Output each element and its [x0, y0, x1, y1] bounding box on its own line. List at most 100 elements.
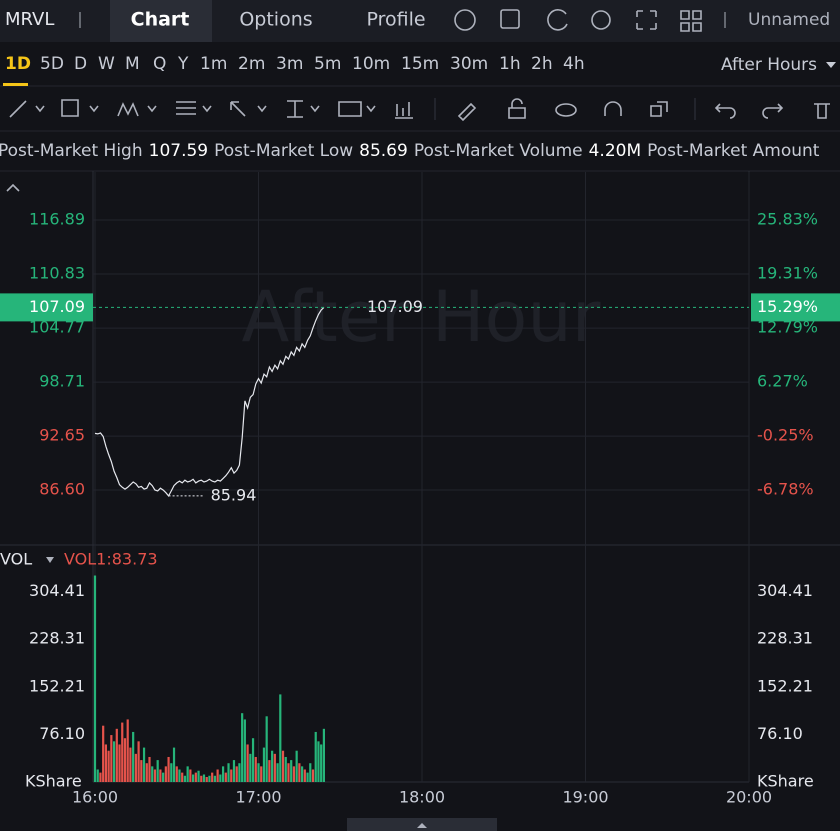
interval[interactable]: 2h: [531, 54, 553, 74]
y2-tick-label: 304.41: [757, 581, 813, 600]
indicator-name[interactable]: VOL: [0, 550, 32, 569]
interval[interactable]: 3m: [276, 54, 303, 74]
interval[interactable]: 1D: [5, 54, 31, 74]
y2-tick-label: 152.21: [757, 676, 813, 695]
volume-bar: [99, 772, 102, 782]
y2-tick-label: 76.10: [757, 724, 803, 743]
volume-bar: [227, 763, 230, 782]
volume-bar: [205, 776, 208, 782]
volume-bar: [194, 772, 197, 782]
tab[interactable]: Options: [239, 9, 312, 31]
y2-tick-label: -6.78%: [757, 480, 814, 499]
last-change-badge: [751, 293, 840, 322]
last-price-badge: [0, 293, 93, 322]
volume-bar: [309, 763, 312, 782]
y2-tick-label: -0.25%: [757, 425, 814, 444]
volume-bar: [211, 772, 214, 782]
y-tick-label: 104.77: [29, 318, 85, 337]
handle-arrow: [417, 823, 427, 828]
collapse-icon[interactable]: [6, 183, 20, 192]
volume-bar: [159, 769, 162, 782]
x-tick-label: 19:00: [562, 788, 608, 807]
volume-bar: [262, 747, 266, 782]
interval[interactable]: 5m: [314, 54, 341, 74]
stats: Post-Market High 107.59 Post-Market Low 85.…: [0, 141, 820, 161]
drawing-tools[interactable]: [9, 98, 830, 122]
x-tick-label: 17:00: [235, 788, 281, 807]
interval[interactable]: Y: [177, 54, 189, 74]
volume-bar: [320, 744, 323, 782]
volume-bar: [254, 756, 257, 782]
stat-value: 85.69: [359, 141, 408, 161]
interval[interactable]: 10m: [352, 54, 390, 74]
y-tick-label: 92.65: [39, 426, 85, 445]
dropdown-arrow[interactable]: [826, 62, 836, 68]
x-tick-label: 18:00: [399, 788, 445, 807]
tab[interactable]: Profile: [366, 9, 425, 31]
y2-tick-label: 12.79%: [757, 317, 818, 336]
volume-bar: [273, 753, 276, 782]
volume-bar: [213, 775, 216, 782]
interval[interactable]: M: [125, 54, 140, 74]
stat-label: Post-Market Amount: [647, 141, 820, 161]
volume-bar: [172, 747, 176, 782]
volume-bar: [197, 770, 200, 782]
volume-bar: [121, 722, 124, 782]
layout-icon[interactable]: [680, 10, 702, 32]
volume-bar: [268, 760, 271, 782]
volume-bar: [123, 738, 127, 782]
interval[interactable]: 4h: [563, 54, 585, 74]
settings-icon[interactable]: [591, 10, 611, 30]
volume-bar: [306, 772, 309, 782]
interval[interactable]: 2m: [238, 54, 265, 74]
volume-bar: [290, 760, 293, 782]
session[interactable]: After Hours: [721, 55, 817, 75]
volume-bar: [241, 713, 244, 782]
volume-bar: [129, 747, 132, 782]
y-tick-label: 86.60: [39, 480, 85, 499]
volume-bar: [181, 772, 184, 782]
tab[interactable]: Chart: [131, 9, 190, 31]
edit-icon[interactable]: [500, 9, 520, 29]
last-price-label: 107.09: [29, 297, 85, 316]
interval[interactable]: 1m: [200, 54, 227, 74]
volume-bar: [112, 741, 116, 782]
y2-tick-label: 6.27%: [757, 371, 808, 390]
volume-bar: [134, 753, 137, 782]
volume-bar: [118, 744, 121, 782]
volume-bar: [281, 750, 285, 782]
y-tick-label: 116.89: [29, 210, 85, 229]
volume-bar: [183, 775, 187, 782]
volume-bar: [104, 744, 107, 782]
stat-label: Post-Market High: [0, 141, 143, 161]
layout-name[interactable]: Unnamed: [748, 10, 830, 30]
y2-tick-label: 25.83%: [757, 210, 818, 229]
interval[interactable]: 30m: [450, 54, 488, 74]
interval[interactable]: D: [74, 54, 87, 74]
volume-bar: [221, 766, 225, 782]
volume-bar: [142, 747, 146, 782]
y-tick-label: 98.71: [39, 372, 85, 391]
interval[interactable]: 15m: [401, 54, 439, 74]
volume-bar: [311, 769, 315, 782]
interval[interactable]: 5D: [40, 54, 64, 74]
dropdown-arrow[interactable]: [46, 557, 54, 563]
low-label: 85.94: [211, 485, 257, 504]
top-icons: [454, 9, 702, 32]
volume-bar: [192, 774, 195, 782]
refresh-icon[interactable]: [547, 9, 568, 31]
volume-bar: [145, 763, 148, 782]
interval[interactable]: 1h: [499, 54, 521, 74]
volume-bar: [232, 760, 236, 782]
speed-icon[interactable]: [454, 9, 476, 31]
fullscreen-icon[interactable]: [636, 10, 657, 30]
volume-bar: [265, 716, 268, 782]
interval[interactable]: W: [98, 54, 115, 74]
interval[interactable]: Q: [153, 54, 166, 74]
y-tick-label: 228.31: [29, 629, 85, 648]
x-tick-label: 16:00: [72, 788, 118, 807]
volume-bar: [153, 769, 157, 782]
y-tick-label: 152.21: [29, 676, 85, 695]
